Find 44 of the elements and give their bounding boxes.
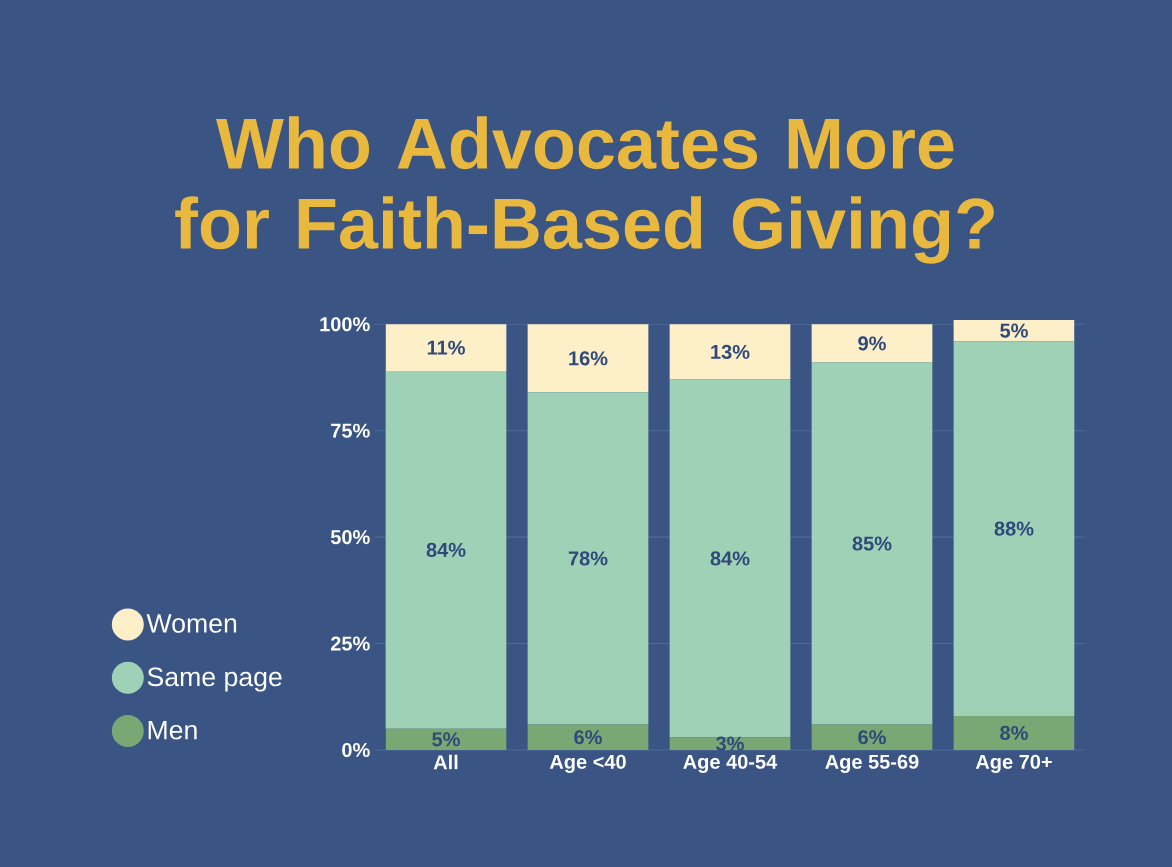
y-tick-label: 75% xyxy=(331,423,370,438)
y-tick-label: 100% xyxy=(320,317,370,332)
y-tick-label: 25% xyxy=(330,636,370,651)
data-label: 84% xyxy=(426,542,466,557)
data-label: 5% xyxy=(1000,323,1028,338)
data-label: 9% xyxy=(858,336,886,351)
bar xyxy=(811,724,933,750)
x-tick-label: Age 40-54 xyxy=(683,754,778,773)
x-tick-label: Age 70+ xyxy=(975,754,1052,773)
bar xyxy=(527,324,649,393)
bar xyxy=(669,324,791,380)
data-label: 6% xyxy=(858,730,886,745)
bar xyxy=(953,715,1075,750)
data-label: 84% xyxy=(710,551,750,566)
bar xyxy=(527,724,649,750)
data-label: 16% xyxy=(569,351,608,366)
y-tick-label: 50% xyxy=(330,530,370,545)
bar xyxy=(385,371,507,729)
data-label: 5% xyxy=(432,732,460,747)
data-label: 3% xyxy=(716,736,744,751)
legend-label: Same page xyxy=(147,667,282,692)
data-label: 88% xyxy=(994,521,1034,536)
bar xyxy=(953,341,1075,716)
data-label: 78% xyxy=(568,551,608,566)
bar xyxy=(385,324,507,372)
bar xyxy=(953,319,1075,342)
data-label: 8% xyxy=(1000,725,1028,741)
legend-label: Women xyxy=(146,614,237,633)
bar xyxy=(669,737,791,750)
bar xyxy=(385,728,507,750)
bar xyxy=(811,362,933,725)
x-tick-label: Age <40 xyxy=(549,754,626,773)
bar xyxy=(811,324,933,363)
data-label: 85% xyxy=(852,536,892,551)
bar xyxy=(527,392,649,725)
chart-title: Who Advocates More for Faith-Based Giving? xyxy=(175,116,994,264)
x-tick-label: Age 55-69 xyxy=(825,754,919,773)
data-label: 11% xyxy=(427,340,465,355)
y-tick-label: 0% xyxy=(342,742,370,758)
bar xyxy=(669,379,791,738)
x-tick-label: All xyxy=(433,754,458,770)
data-label: 6% xyxy=(574,730,602,745)
data-label: 13% xyxy=(711,344,750,360)
legend-label: Men xyxy=(148,720,197,740)
